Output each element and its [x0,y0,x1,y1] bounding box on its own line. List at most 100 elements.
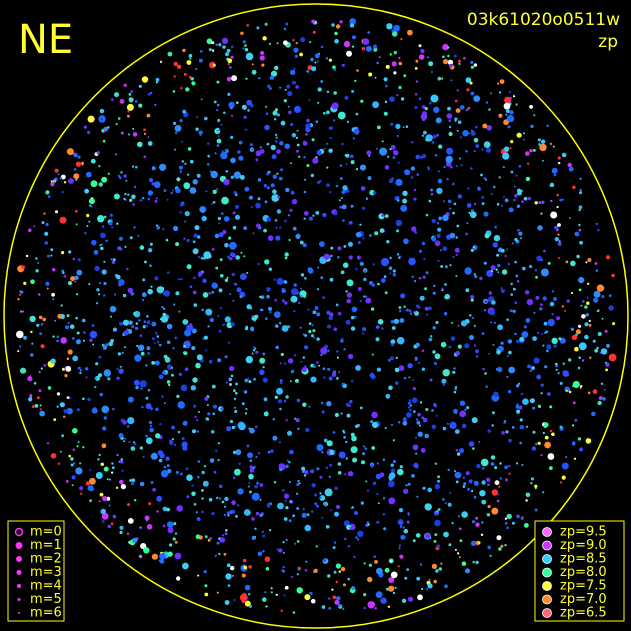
star [581,300,585,303]
star [418,44,422,48]
star [147,388,151,392]
star [143,132,147,135]
star [379,147,388,156]
star [415,80,419,83]
star [230,135,234,139]
star [540,383,544,387]
star [438,76,441,80]
star [171,373,174,377]
star [232,299,235,302]
star [138,344,145,351]
star [59,216,67,224]
star [362,332,365,335]
star [307,268,314,274]
star [114,92,119,98]
star [553,297,557,301]
star [73,152,78,158]
star [305,127,311,133]
star [516,132,522,138]
star [443,312,448,316]
star [111,98,114,101]
star [515,405,519,409]
star [245,52,254,61]
star [490,455,496,460]
star [157,450,164,456]
star [392,269,396,273]
star [311,324,314,327]
star [177,401,185,409]
star [513,287,516,291]
star [399,465,403,469]
star [470,60,474,65]
star [255,202,261,209]
star [145,324,148,328]
star [504,478,509,482]
star [457,552,460,555]
star [40,367,43,370]
star [376,520,380,524]
star [111,226,114,229]
star [359,261,364,266]
star [483,141,491,149]
star [404,169,410,176]
star [455,253,458,256]
star [227,92,231,96]
star [349,18,357,25]
star [166,521,174,528]
star [339,606,342,609]
star [198,410,200,413]
star [464,408,467,411]
star [531,366,535,370]
star [132,537,138,543]
star [302,508,305,511]
star [130,446,136,451]
star [284,256,288,260]
star [87,115,95,123]
star [473,95,481,102]
star [509,309,513,313]
star [122,319,129,326]
star [275,226,278,229]
zp-label: zp=9.5 [560,525,607,540]
star [498,485,501,488]
star [211,384,216,389]
star [311,483,316,488]
star [148,420,153,425]
star [343,245,347,248]
star [486,125,493,131]
star [145,364,148,367]
star [320,401,324,405]
star [497,493,500,496]
star [304,345,309,350]
star [516,462,519,465]
star [247,452,253,459]
star [278,548,283,553]
star [528,264,533,269]
star [65,325,70,330]
star [295,418,300,423]
star [449,491,452,494]
star [334,599,340,605]
star [254,425,258,429]
star [237,504,240,507]
star [225,573,232,580]
star [570,260,576,267]
star [326,440,333,447]
star [345,319,351,325]
star [371,353,374,356]
star [388,497,396,505]
star [232,225,237,230]
star [117,117,121,120]
star [323,253,330,260]
star [335,24,341,29]
star [244,44,247,47]
star [405,484,408,487]
star [82,339,86,342]
star [207,412,211,416]
star [285,419,288,422]
star [514,260,517,264]
star [395,356,398,360]
star [304,524,312,532]
star [537,225,543,231]
star [417,412,421,417]
